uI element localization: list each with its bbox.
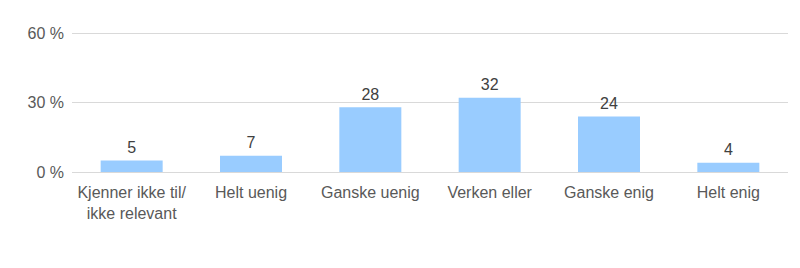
svg-text:4: 4 [724, 141, 733, 158]
svg-text:32: 32 [481, 76, 499, 93]
svg-text:60 %: 60 % [28, 25, 64, 42]
svg-text:7: 7 [247, 134, 256, 151]
svg-text:0 %: 0 % [36, 164, 64, 181]
svg-text:Ganske uenig: Ganske uenig [321, 184, 420, 201]
svg-text:24: 24 [600, 95, 618, 112]
svg-text:28: 28 [361, 86, 379, 103]
svg-text:Helt enig: Helt enig [697, 184, 760, 201]
svg-text:Kjenner ikke til/: Kjenner ikke til/ [77, 184, 186, 201]
svg-text:ikke relevant: ikke relevant [87, 205, 177, 222]
svg-text:5: 5 [127, 139, 136, 156]
svg-text:Helt uenig: Helt uenig [215, 184, 287, 201]
svg-text:Ganske enig: Ganske enig [564, 184, 654, 201]
svg-text:30 %: 30 % [28, 94, 64, 111]
svg-text:Verken eller: Verken eller [447, 184, 532, 201]
